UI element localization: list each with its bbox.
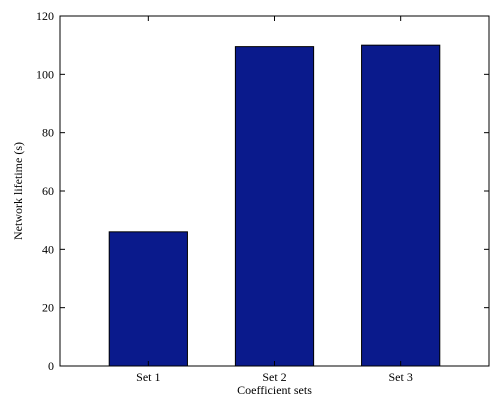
bar-set-2 (234, 46, 315, 367)
x-tick-label: Set 3 (389, 370, 413, 384)
y-axis-label: Network lifetime (s) (11, 142, 25, 240)
y-tick-label: 0 (48, 359, 54, 373)
y-tick-label: 40 (42, 242, 54, 256)
y-tick-label: 60 (42, 184, 54, 198)
bar-set-3 (361, 44, 441, 367)
bars-group (108, 44, 441, 367)
y-tick-label: 80 (42, 126, 54, 140)
y-tick-label: 100 (36, 67, 54, 81)
axes-frame (59, 15, 490, 367)
x-tick-label: Set 2 (262, 370, 286, 384)
x-tick-label: Set 1 (136, 370, 160, 384)
bar-set-1 (108, 231, 188, 367)
y-tick-label: 20 (42, 301, 54, 315)
x-axis-label: Coefficient sets (237, 383, 312, 397)
y-tick-label: 120 (36, 9, 54, 23)
